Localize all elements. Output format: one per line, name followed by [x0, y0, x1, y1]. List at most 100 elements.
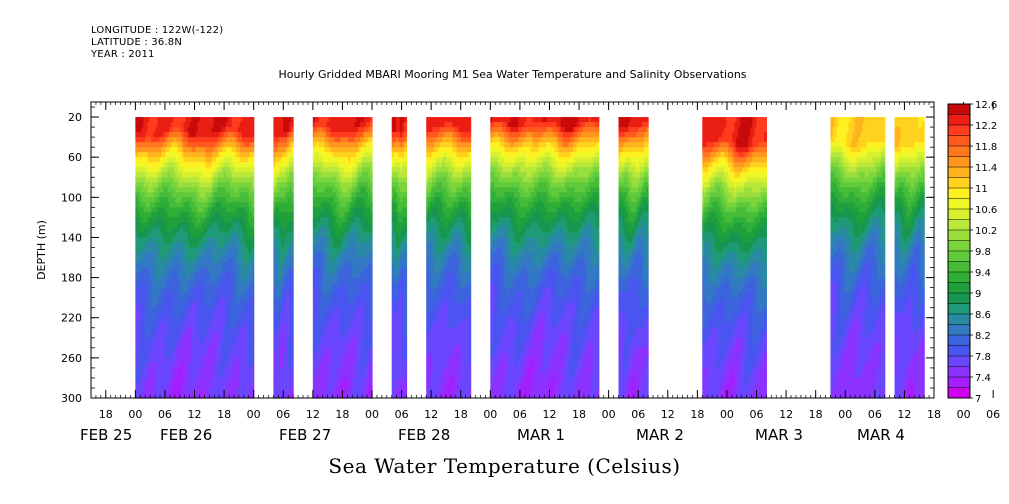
- heatmap-cell: [195, 292, 199, 299]
- heatmap-cell: [137, 357, 140, 364]
- heatmap-cell: [189, 352, 193, 359]
- heatmap-cell: [155, 347, 159, 354]
- heatmap-cell: [201, 177, 205, 183]
- heatmap-cell: [153, 337, 157, 344]
- heatmap-cell: [147, 197, 151, 203]
- heatmap-cell: [163, 262, 167, 269]
- heatmap-cell: [137, 277, 140, 284]
- heatmap-cell: [141, 327, 144, 334]
- heatmap-cell: [219, 362, 223, 369]
- heatmap-cell: [159, 332, 163, 339]
- heatmap-cell: [219, 367, 223, 374]
- heatmap-cell: [189, 372, 193, 379]
- heatmap-cell: [233, 332, 237, 339]
- heatmap-cell: [167, 392, 171, 399]
- heatmap-cell: [251, 242, 255, 249]
- heatmap-cell: [177, 242, 181, 249]
- heatmap-cell: [215, 232, 219, 239]
- heatmap-cell: [185, 157, 189, 163]
- heatmap-cell: [231, 232, 235, 239]
- heatmap-cell: [145, 242, 149, 249]
- heatmap-cell: [167, 212, 171, 218]
- heatmap-cell: [237, 132, 241, 138]
- heatmap-cell: [197, 147, 201, 153]
- heatmap-cell: [171, 317, 175, 324]
- heatmap-cell: [203, 297, 207, 304]
- heatmap-cell: [187, 362, 191, 369]
- heatmap-cell: [215, 217, 219, 224]
- heatmap-cell: [251, 142, 255, 148]
- heatmap-cell: [135, 157, 138, 163]
- heatmap-cell: [139, 182, 142, 188]
- heatmap-cell: [221, 162, 225, 168]
- data-block: [312, 117, 373, 399]
- heatmap-cell: [291, 247, 294, 254]
- heatmap-cell: [219, 127, 223, 133]
- heatmap-cell: [207, 222, 211, 229]
- heatmap-cell: [169, 362, 173, 369]
- heatmap-cell: [139, 267, 142, 274]
- heatmap-cell: [135, 247, 138, 254]
- heatmap-cell: [181, 282, 185, 289]
- heatmap-cell: [225, 352, 229, 359]
- heatmap-cell: [165, 337, 169, 344]
- heatmap-cell: [195, 262, 199, 269]
- heatmap-cell: [177, 207, 181, 213]
- heatmap-cell: [169, 197, 173, 203]
- heatmap-cell: [221, 202, 225, 208]
- heatmap-cell: [173, 317, 177, 324]
- heatmap-cell: [179, 227, 183, 234]
- heatmap-cell: [221, 192, 225, 198]
- heatmap-cell: [191, 177, 195, 183]
- heatmap-cell: [205, 177, 209, 183]
- heatmap-cell: [187, 357, 191, 364]
- heatmap-cell: [221, 227, 225, 234]
- heatmap-cell: [197, 317, 201, 324]
- heatmap-cell: [197, 167, 201, 173]
- heatmap-cell: [207, 372, 211, 379]
- heatmap-cell: [173, 182, 177, 188]
- heatmap-cell: [219, 187, 223, 193]
- heatmap-cell: [165, 207, 169, 213]
- heatmap-cell: [179, 302, 183, 309]
- heatmap-cell: [171, 172, 175, 178]
- heatmap-cell: [187, 292, 191, 299]
- heatmap-cell: [139, 162, 142, 168]
- longitude-label: LONGITUDE : 122W(-122): [91, 25, 224, 36]
- heatmap-cell: [237, 302, 241, 309]
- heatmap-cell: [161, 282, 165, 289]
- heatmap-cell: [201, 392, 205, 399]
- heatmap-cell: [159, 377, 163, 384]
- heatmap-cell: [147, 242, 151, 249]
- heatmap-cell: [185, 272, 189, 279]
- heatmap-cell: [171, 187, 175, 193]
- heatmap-cell: [181, 157, 185, 163]
- heatmap-cell: [139, 342, 142, 349]
- heatmap-cell: [161, 192, 165, 198]
- heatmap-cell: [235, 257, 239, 264]
- heatmap-cell: [175, 387, 179, 394]
- heatmap-cell: [197, 302, 201, 309]
- heatmap-cell: [181, 232, 185, 239]
- heatmap-cell: [213, 222, 217, 229]
- heatmap-cell: [181, 277, 185, 284]
- heatmap-cell: [201, 227, 205, 234]
- heatmap-cell: [153, 202, 157, 208]
- heatmap-cell: [195, 382, 199, 389]
- heatmap-cell: [161, 147, 165, 153]
- heatmap-cell: [145, 357, 149, 364]
- heatmap-cell: [157, 277, 161, 284]
- heatmap-cell: [193, 347, 197, 354]
- heatmap-cell: [189, 167, 193, 173]
- heatmap-cell: [209, 237, 213, 244]
- heatmap-cell: [151, 202, 155, 208]
- heatmap-cell: [155, 127, 159, 133]
- heatmap-cell: [147, 172, 151, 178]
- heatmap-cell: [201, 302, 205, 309]
- heatmap-cell: [193, 357, 197, 364]
- heatmap-cell: [195, 237, 199, 244]
- heatmap-cell: [147, 257, 151, 264]
- heatmap-cell: [169, 252, 173, 259]
- heatmap-cell: [195, 277, 199, 284]
- heatmap-cell: [185, 287, 189, 294]
